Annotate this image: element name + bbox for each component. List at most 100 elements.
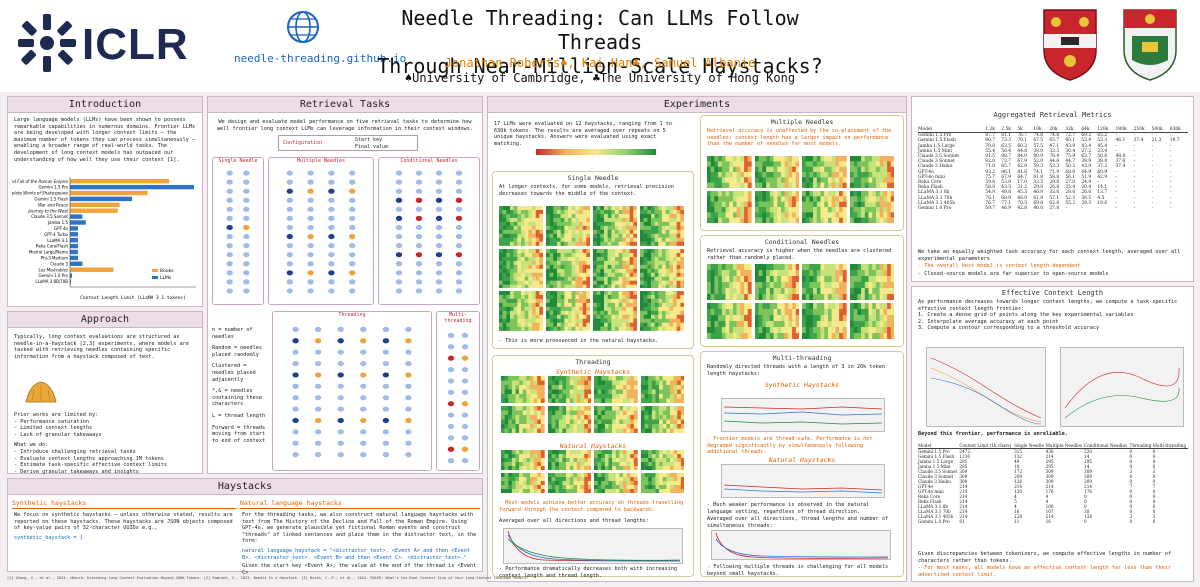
table-cell: 16 — [1014, 509, 1020, 514]
table-cell: Claude 3.5 Sonnet — [918, 154, 960, 160]
needle-node — [349, 270, 356, 276]
needle-node — [337, 338, 344, 344]
bar — [70, 202, 120, 207]
table-cell: 40.0 — [1033, 206, 1044, 212]
needle-node — [307, 215, 314, 221]
table-cell: 49 — [1014, 459, 1020, 464]
table-cell: 309 — [1045, 479, 1054, 484]
needle-node — [307, 233, 314, 240]
table-cell: 81.1 — [1001, 133, 1012, 139]
table-cell: 14.1 — [1097, 185, 1108, 191]
needle-node — [349, 261, 356, 267]
needle-node — [328, 233, 335, 240]
table-cell: 57.5 — [1033, 143, 1044, 149]
needle-node — [382, 406, 390, 412]
table-cell: - — [1097, 206, 1099, 212]
mt-finding: - Frontier models are thread-safe. Perfo… — [707, 436, 873, 456]
table-cell: - — [1169, 169, 1172, 175]
table-cell: 0 — [1129, 479, 1133, 484]
table-cell: - — [1169, 159, 1172, 165]
table-header-cell: Threading — [1129, 443, 1153, 449]
needle-node — [455, 243, 463, 249]
heatmap — [547, 450, 591, 470]
heatmap — [593, 206, 637, 246]
table-row: Reka Flash 214 5 4 0 0 0 — [918, 499, 1188, 504]
needle-node — [435, 197, 443, 203]
iclr-logo: ICLR — [10, 8, 190, 78]
table-cell: 45.3 — [1017, 190, 1028, 196]
table-cell: - — [1151, 159, 1154, 165]
table-cell: 73.7 — [1001, 159, 1012, 165]
needle-node — [226, 243, 233, 249]
threading-average-note: Averaged over all directions and thread … — [499, 518, 649, 524]
needle-node — [328, 170, 335, 176]
table-cell: 214 — [959, 494, 968, 499]
needle-node — [314, 417, 322, 424]
needle-node — [435, 279, 443, 285]
needle-node — [292, 395, 299, 401]
needle-node — [395, 261, 403, 267]
table-cell: 55.2 — [1065, 200, 1076, 206]
table-cell: 0 — [1152, 474, 1156, 479]
config-legend: Configuration Start key Final value — [278, 135, 418, 151]
table-cell: 309 — [959, 474, 968, 479]
table-cell: 37.6 — [1115, 159, 1126, 165]
table-header-cell: Model — [918, 443, 960, 449]
bar — [70, 214, 83, 219]
table-cell: - — [1133, 133, 1136, 139]
ecl-conclusion: - For most tasks, all models have an eff… — [918, 565, 1171, 578]
table-cell: 45.4 — [1097, 143, 1108, 149]
table-cell: 17.0 — [1017, 180, 1028, 186]
needle-node — [292, 429, 299, 435]
table-cell: 65.2 — [1097, 133, 1108, 139]
project-website-link[interactable]: needle-threading.github.io — [234, 52, 407, 65]
limit-item: - Performance saturation — [14, 418, 89, 425]
table-cell: 65.7 — [1001, 164, 1012, 170]
needle-node — [455, 270, 463, 276]
table-row: Gemini 1.5 Pro 87.7 81.1 76.7 74.8 74.8 72.7 69… — [918, 133, 1188, 139]
effective-context-panel: Effective Context Length As performance … — [911, 286, 1194, 582]
multi-threading-nodes — [447, 332, 469, 464]
needle-node — [395, 206, 403, 212]
single-needle-text: At longer contexts, for some models, ret… — [493, 182, 693, 199]
bar-label: Journey to the West — [27, 208, 68, 213]
table-header-cell: 250k — [1133, 127, 1152, 134]
needle-node — [415, 288, 423, 294]
table-cell: 44.6 — [1049, 159, 1060, 165]
needle-node — [435, 170, 443, 176]
table-cell: 93.2 — [985, 169, 996, 175]
table-cell: LLaMA 3.1 8b — [918, 190, 950, 196]
table-cell: 0 — [1152, 504, 1156, 509]
needle-node — [395, 252, 403, 258]
table-cell: - — [1115, 195, 1117, 201]
table-row: Jamba 1.5 Large 70.8 63.5 60.2 57.5 47.1 43.9 4… — [918, 144, 1188, 149]
needle-node — [360, 395, 367, 401]
table-cell: - — [1169, 195, 1172, 201]
needle-node — [447, 389, 455, 395]
needle-node — [405, 360, 412, 367]
limits-title: Prior works are limited by: — [14, 412, 99, 418]
table-row: GPT-4o 214 214 214 214 7 7 — [918, 484, 1188, 489]
needle-node — [382, 452, 390, 458]
needle-node — [461, 458, 469, 464]
bar — [70, 208, 118, 213]
needle-node — [405, 440, 412, 446]
table-header: Model 1.2k 2.5k 5k 10k 20k 32k 64k 128k 180k 250k 5… — [918, 127, 1188, 134]
needle-node — [435, 215, 443, 221]
heatmap — [707, 264, 752, 300]
needle-node — [435, 206, 443, 212]
natural-haystacks-text: For the threading tasks, we also constru… — [242, 512, 477, 545]
table-cell: 295 — [1045, 459, 1054, 464]
table-cell: 60.2 — [1017, 143, 1028, 149]
table-cell: 29.8 — [1033, 185, 1044, 191]
needle-node — [447, 355, 455, 361]
globe-icon[interactable] — [286, 10, 320, 44]
table-cell: 62.8 — [1049, 200, 1060, 206]
threading-results: Threading Synthetic Haystacks Natural Ha… — [492, 355, 694, 579]
do-item: - Evaluate context lengths approaching 1… — [14, 455, 164, 462]
bar-label: Phi-3 Medium — [41, 256, 68, 261]
bar-label: Decline and Fall of the Roman Empire — [12, 179, 69, 184]
needle-node — [337, 326, 344, 332]
table-cell: 4 — [1014, 504, 1017, 509]
heatmap — [546, 206, 590, 246]
